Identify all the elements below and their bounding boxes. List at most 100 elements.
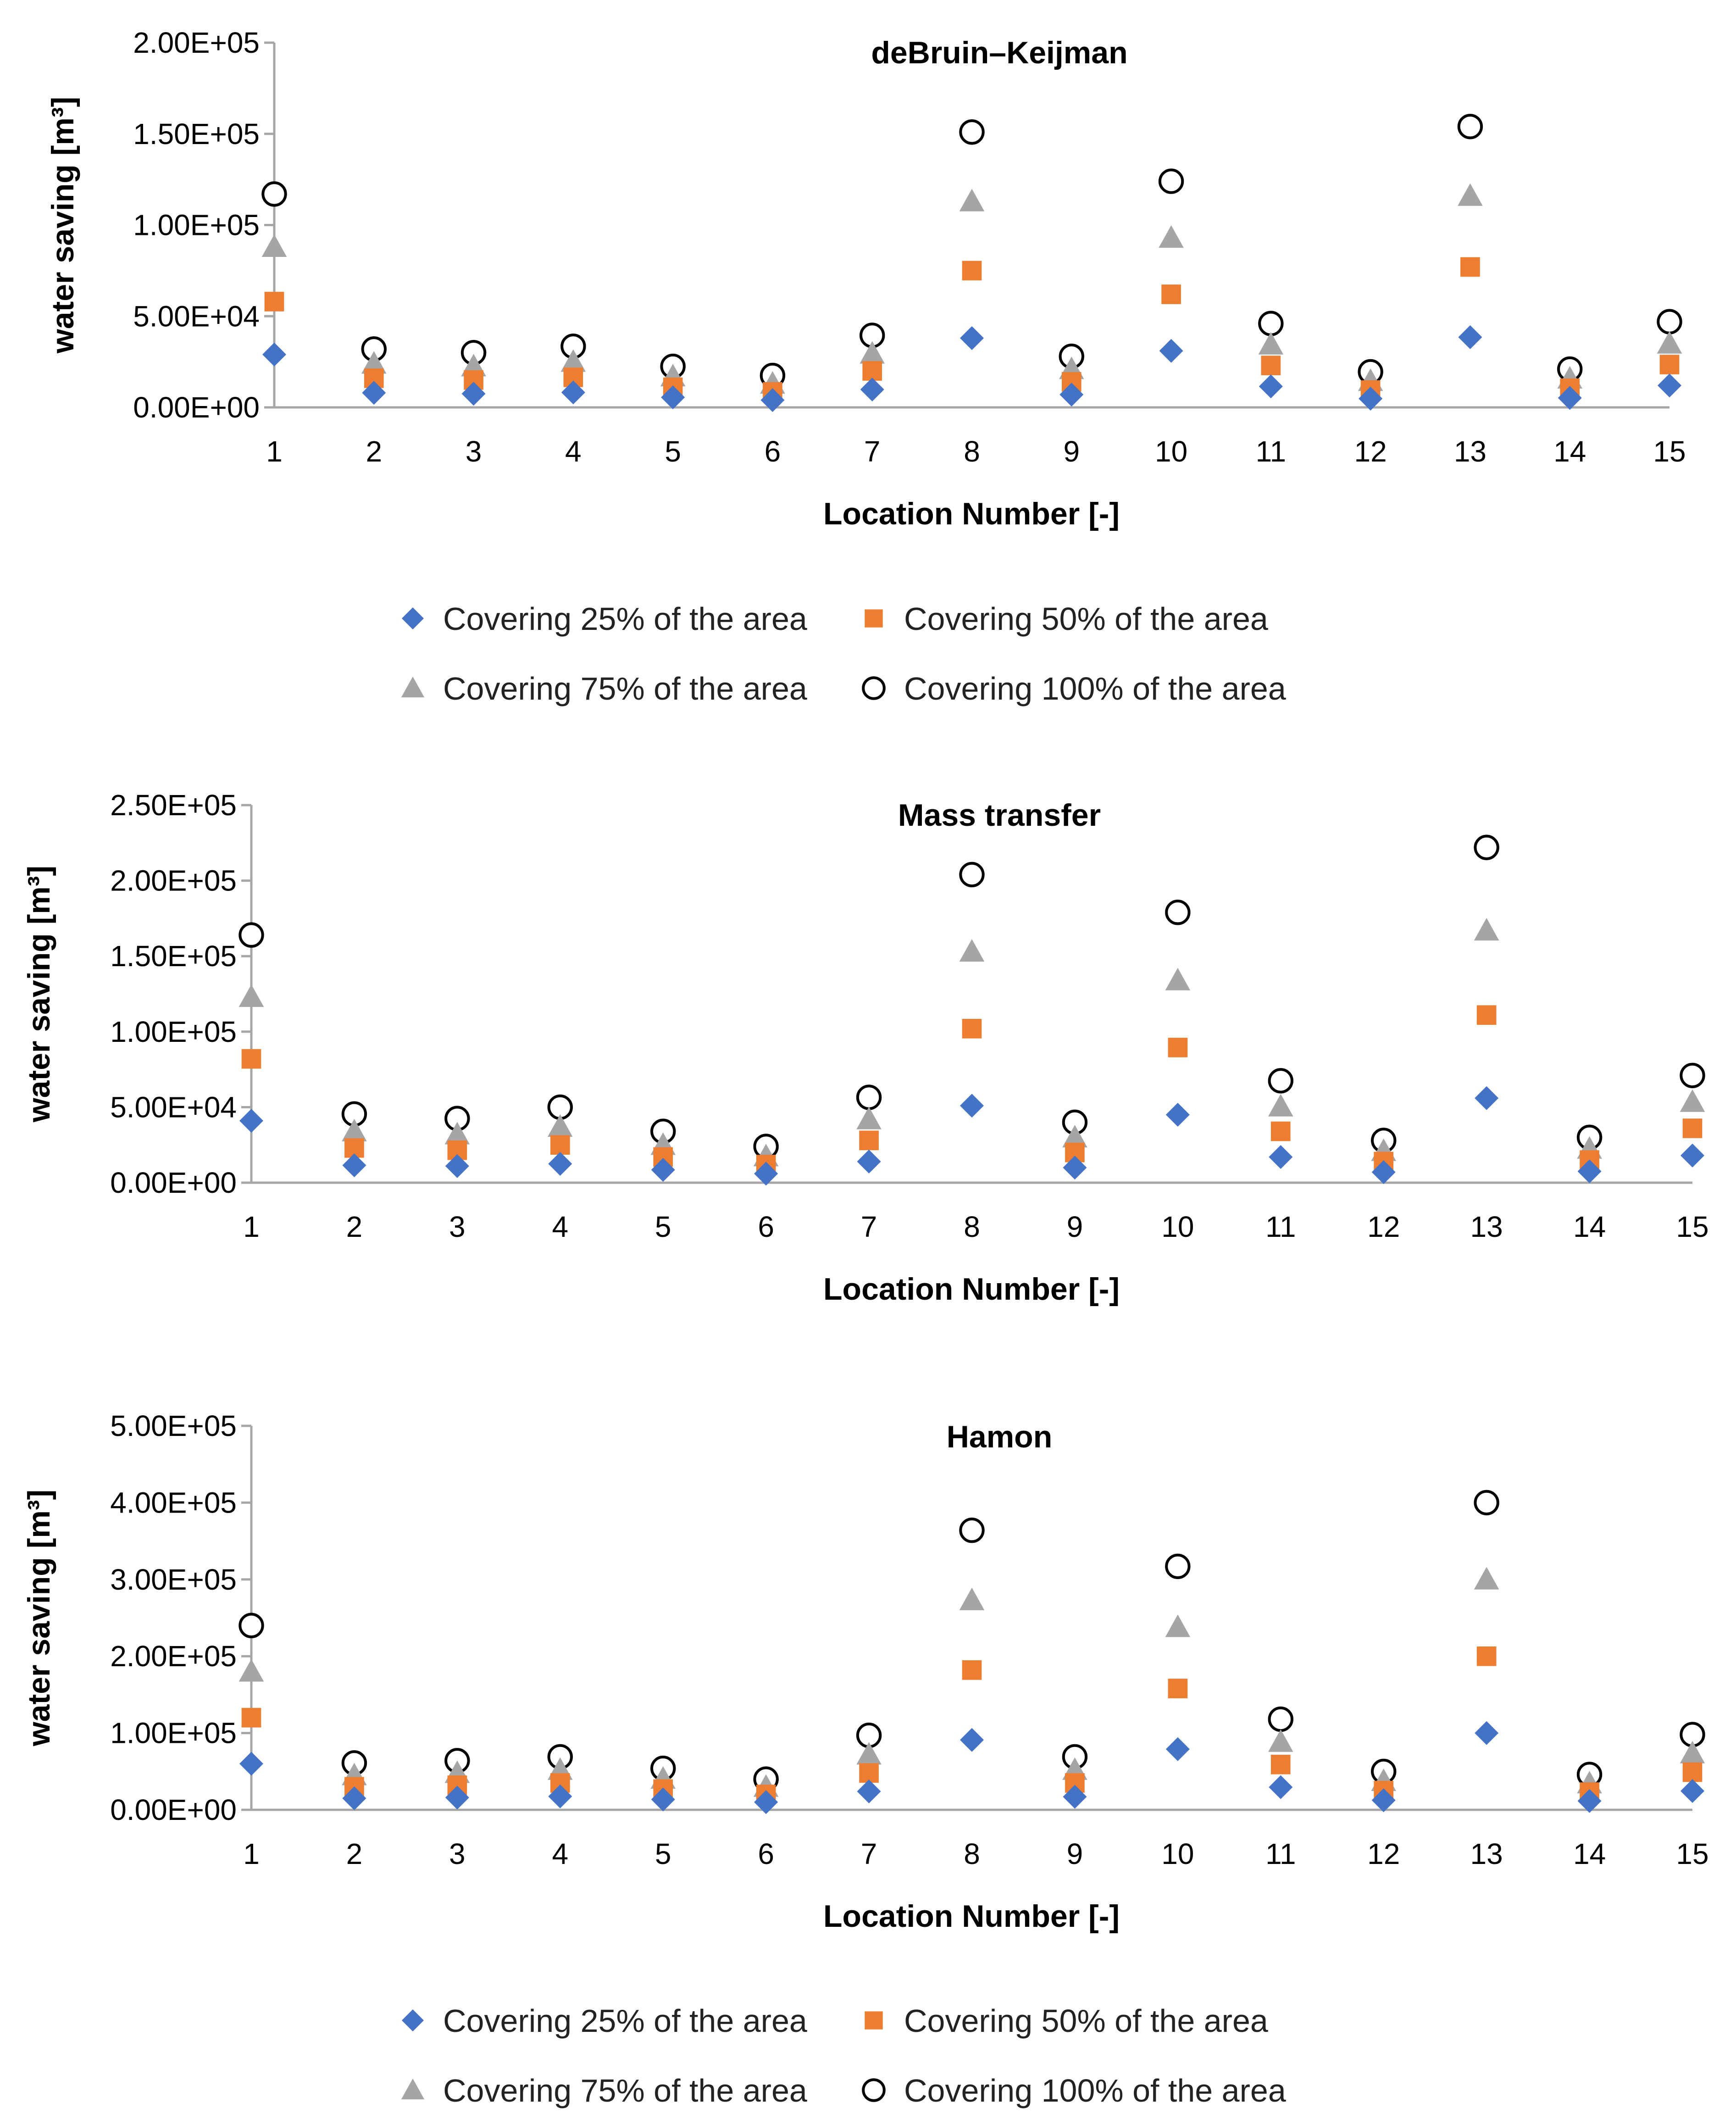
legend-label: Covering 50% of the area [904, 601, 1268, 637]
data-point [856, 1107, 882, 1129]
data-point [1359, 386, 1383, 411]
data-point [262, 342, 286, 367]
y-tick-label: 3.00E+05 [110, 1563, 237, 1596]
data-point [342, 1786, 366, 1810]
data-point [342, 1153, 366, 1178]
series-s25 [239, 1086, 1704, 1186]
data-point [1681, 1779, 1704, 1803]
data-point [1161, 284, 1181, 304]
x-tick-label: 14 [1573, 1210, 1606, 1243]
data-point [1270, 1121, 1291, 1141]
data-point [1165, 1102, 1190, 1127]
x-tick-label: 13 [1470, 1837, 1503, 1870]
legend-label: Covering 100% of the area [904, 2073, 1286, 2108]
x-tick-label: 4 [552, 1210, 568, 1243]
data-point [1460, 257, 1480, 277]
data-point [1063, 1785, 1087, 1809]
y-tick-label: 2.00E+05 [110, 864, 237, 897]
x-tick-label: 5 [655, 1837, 671, 1870]
data-point [1475, 1721, 1499, 1745]
x-tick-label: 6 [758, 1210, 774, 1243]
x-tick-label: 15 [1653, 435, 1686, 468]
data-point [1268, 1729, 1293, 1752]
data-point [1474, 918, 1499, 941]
y-axis-title: water saving [m³] [22, 1490, 56, 1747]
data-point [651, 1158, 675, 1182]
series-s100 [261, 114, 1682, 389]
x-tick-label: 14 [1553, 435, 1586, 468]
x-axis-title: Location Number [-] [823, 1899, 1120, 1934]
data-point [264, 292, 284, 312]
y-tick-label: 4.00E+05 [110, 1486, 237, 1519]
x-tick-label: 12 [1367, 1210, 1400, 1243]
data-point [1577, 1789, 1602, 1813]
data-point [1168, 1038, 1188, 1057]
data-point [238, 922, 264, 948]
data-point [1371, 1160, 1396, 1184]
x-tick-label: 9 [1067, 1837, 1083, 1870]
x-tick-label: 1 [243, 1210, 260, 1243]
y-tick-label: 2.00E+05 [133, 26, 260, 59]
chart-panel-2: 0.00E+00 5.00E+04 1.00E+05 1.50E+05 2.00E+05… [22, 789, 1709, 1307]
data-point [362, 381, 386, 405]
data-point [960, 326, 984, 350]
data-point [1258, 311, 1284, 336]
data-point [1680, 1089, 1705, 1112]
legend-label: Covering 50% of the area [904, 2003, 1268, 2039]
data-point [1268, 1706, 1293, 1732]
data-point [241, 1708, 261, 1728]
legend-2: Covering 25% of the area Covering 50% of … [401, 2003, 1286, 2108]
data-point [238, 1659, 264, 1682]
legend-label: Covering 25% of the area [443, 601, 807, 637]
chart-title: deBruin–Keijman [871, 35, 1127, 70]
data-point [959, 1587, 985, 1610]
data-point [1063, 1156, 1087, 1180]
data-point [445, 1786, 469, 1810]
data-point [238, 984, 264, 1007]
data-point [1269, 1145, 1293, 1169]
x-tick-label: 13 [1454, 435, 1486, 468]
x-axis-title: Location Number [-] [823, 496, 1120, 531]
legend-1: Covering 25% of the area Covering 50% of … [401, 601, 1286, 706]
data-point [1474, 1490, 1499, 1516]
y-tick-label: 2.00E+05 [110, 1640, 237, 1673]
data-point [860, 341, 885, 364]
data-point [461, 382, 486, 406]
data-point [959, 939, 985, 962]
data-point [857, 1779, 881, 1803]
y-tick-label: 0.00E+00 [110, 1166, 237, 1199]
data-point [1165, 1614, 1191, 1637]
data-point [1474, 834, 1499, 860]
data-point [960, 1728, 984, 1752]
data-point [661, 385, 685, 410]
y-tick-label: 0.00E+00 [133, 391, 260, 424]
series-s100 [238, 834, 1705, 1159]
x-tick-label: 2 [346, 1210, 363, 1243]
data-point [1558, 386, 1582, 410]
data-point [1659, 355, 1680, 374]
data-point [962, 1660, 982, 1680]
legend-marker [402, 2009, 424, 2031]
x-tick-label: 12 [1354, 435, 1387, 468]
x-tick-label: 11 [1265, 1210, 1296, 1243]
data-point [1681, 1143, 1704, 1168]
data-point [547, 1114, 573, 1137]
data-point [1457, 114, 1483, 139]
data-point [856, 1742, 882, 1765]
data-point [1577, 1159, 1602, 1184]
x-tick-label: 13 [1470, 1210, 1503, 1243]
data-point [1458, 325, 1482, 349]
y-axis-title: water saving [m³] [45, 97, 80, 354]
x-tick-label: 8 [964, 1837, 980, 1870]
x-tick-label: 7 [861, 1837, 877, 1870]
data-point [857, 1149, 881, 1174]
data-point [1062, 1124, 1087, 1148]
legend-marker [862, 676, 886, 700]
data-point [261, 234, 287, 257]
x-tick-label: 11 [1256, 435, 1286, 468]
data-point [1682, 1118, 1703, 1138]
legend-label: Covering 25% of the area [443, 2003, 807, 2039]
x-tick-label: 4 [552, 1837, 568, 1870]
legend-marker [401, 2078, 425, 2100]
x-tick-label: 5 [665, 435, 681, 468]
